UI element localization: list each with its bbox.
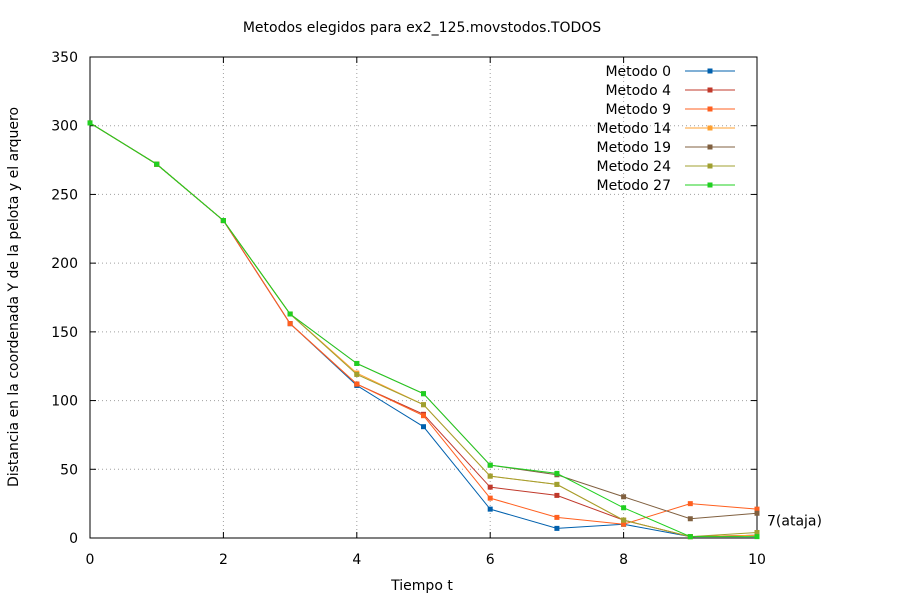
data-point bbox=[421, 424, 426, 430]
grid-lines bbox=[90, 57, 757, 538]
data-point bbox=[621, 505, 627, 511]
legend-marker bbox=[707, 125, 713, 131]
data-point bbox=[554, 492, 560, 498]
y-tick-label: 50 bbox=[60, 462, 78, 478]
data-point bbox=[487, 473, 493, 479]
data-point bbox=[154, 161, 160, 167]
legend-marker bbox=[707, 106, 713, 112]
y-tick-label: 350 bbox=[51, 50, 78, 66]
data-point bbox=[621, 521, 627, 527]
data-point bbox=[554, 514, 560, 520]
y-tick-label: 300 bbox=[51, 119, 78, 135]
series-metodo-27 bbox=[87, 120, 760, 540]
chart-title: Metodos elegidos para ex2_125.movstodos.… bbox=[243, 20, 601, 36]
annotation-label: 7(ataja) bbox=[767, 513, 822, 529]
y-tick-label: 100 bbox=[51, 394, 78, 410]
legend-label: Metodo 19 bbox=[597, 140, 671, 156]
legend-label: Metodo 24 bbox=[597, 159, 672, 175]
data-point bbox=[487, 462, 493, 468]
data-point bbox=[754, 534, 760, 540]
data-point bbox=[487, 506, 493, 512]
x-axis-ticks: 0 2 4 6 8 10 bbox=[86, 57, 766, 568]
plot-frame bbox=[89, 56, 758, 539]
data-point bbox=[687, 534, 693, 540]
data-point bbox=[87, 120, 93, 126]
data-point bbox=[354, 360, 360, 366]
legend-marker bbox=[707, 68, 713, 74]
data-point bbox=[621, 494, 627, 500]
data-point bbox=[421, 413, 426, 419]
data-point bbox=[554, 481, 560, 487]
data-point bbox=[754, 506, 760, 512]
legend-label: Metodo 14 bbox=[597, 121, 672, 137]
legend-label: Metodo 27 bbox=[597, 178, 671, 194]
legend-label: Metodo 0 bbox=[605, 64, 671, 80]
x-tick-label: 2 bbox=[219, 552, 228, 568]
x-tick-label: 6 bbox=[486, 552, 495, 568]
data-point bbox=[354, 371, 360, 377]
data-point bbox=[421, 391, 426, 397]
y-axis-label: Distancia en la coordenada Y de la pelot… bbox=[6, 107, 22, 487]
x-axis-label: Tiempo t bbox=[390, 578, 453, 594]
data-point bbox=[554, 470, 560, 476]
legend-marker bbox=[707, 182, 713, 188]
data-point bbox=[421, 402, 426, 408]
x-tick-label: 10 bbox=[748, 552, 766, 568]
data-point bbox=[220, 218, 226, 224]
data-point bbox=[687, 501, 693, 507]
data-point bbox=[487, 484, 493, 490]
y-tick-label: 250 bbox=[51, 187, 78, 203]
legend-label: Metodo 9 bbox=[605, 102, 671, 118]
data-point bbox=[487, 495, 493, 501]
y-tick-label: 150 bbox=[51, 325, 78, 341]
series-group bbox=[87, 120, 760, 540]
y-tick-label: 0 bbox=[69, 531, 78, 547]
data-point bbox=[621, 517, 627, 523]
data-point bbox=[687, 516, 693, 522]
legend: Metodo 0 Metodo 4 Metodo 9 Metodo 14 Metodo … bbox=[597, 64, 735, 194]
legend-marker bbox=[707, 144, 713, 150]
x-tick-label: 0 bbox=[86, 552, 95, 568]
data-point bbox=[754, 510, 760, 516]
data-point bbox=[354, 381, 360, 387]
data-point bbox=[754, 530, 760, 536]
y-axis-ticks: 0 50 100 150 200 250 300 350 bbox=[51, 50, 757, 547]
legend-label: Metodo 4 bbox=[605, 83, 671, 99]
legend-marker bbox=[707, 163, 713, 169]
data-point bbox=[287, 321, 293, 327]
x-tick-label: 4 bbox=[352, 552, 361, 568]
data-point bbox=[287, 311, 293, 317]
x-tick-label: 8 bbox=[619, 552, 628, 568]
y-tick-label: 200 bbox=[51, 256, 78, 272]
legend-marker bbox=[707, 87, 713, 93]
data-point bbox=[554, 525, 560, 531]
